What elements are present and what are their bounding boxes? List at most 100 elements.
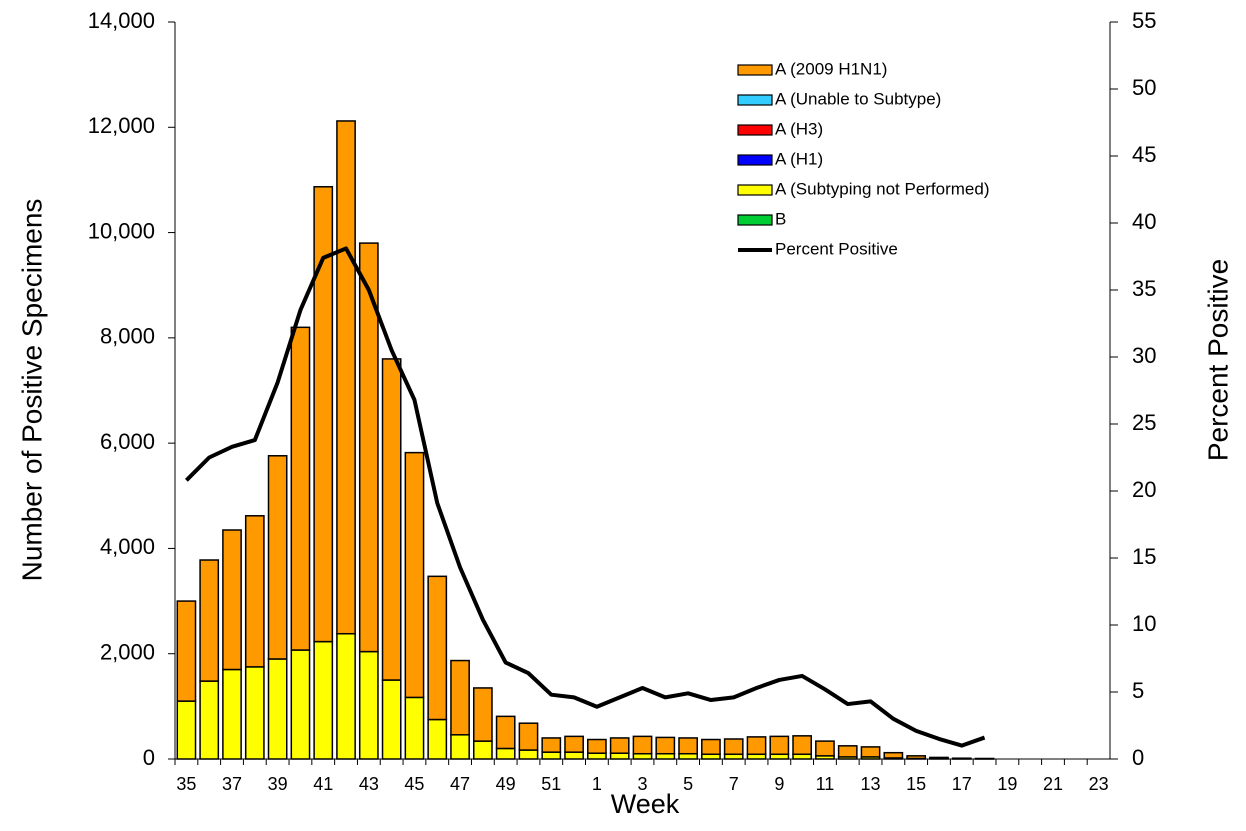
bar-segment	[474, 688, 492, 741]
bar-segment	[656, 754, 674, 759]
legend-swatch	[738, 215, 772, 225]
bar-segment	[542, 752, 560, 759]
bar-segment	[428, 720, 446, 759]
x-tick-label: 11	[816, 774, 835, 794]
legend-swatch	[738, 185, 772, 195]
y2-tick-label: 50	[1132, 75, 1156, 100]
y-tick-label: 12,000	[88, 113, 155, 138]
legend-label: A (Subtyping not Performed)	[775, 179, 990, 198]
y2-tick-label: 55	[1132, 8, 1156, 33]
bar-segment	[337, 121, 355, 634]
bar-segment	[702, 740, 720, 755]
bar-segment	[497, 748, 515, 759]
x-tick-label: 49	[496, 774, 516, 794]
bar-segment	[953, 758, 971, 759]
bar-segment	[770, 736, 788, 754]
bar-segment	[269, 659, 287, 759]
legend-label: B	[775, 209, 786, 228]
bar-segment	[337, 634, 355, 759]
bar-segment	[200, 560, 218, 681]
x-tick-label: 13	[861, 774, 881, 794]
bar-segment	[633, 754, 651, 759]
bar-segment	[633, 736, 651, 753]
bar-segment	[565, 752, 583, 759]
x-tick-label: 47	[450, 774, 470, 794]
y2-axis-title: Percent Positive	[1202, 259, 1233, 461]
legend-label: Percent Positive	[775, 239, 898, 258]
y2-tick-label: 40	[1132, 209, 1156, 234]
y2-tick-label: 25	[1132, 410, 1156, 435]
x-tick-label: 1	[592, 774, 602, 794]
bar-segment	[451, 661, 469, 735]
x-tick-label: 41	[313, 774, 333, 794]
bar-segment	[405, 453, 423, 698]
legend-swatch	[738, 155, 772, 165]
bar-segment	[269, 456, 287, 659]
bar-segment	[679, 754, 697, 759]
legend-label: A (Unable to Subtype)	[775, 89, 941, 108]
bar-segment	[200, 681, 218, 759]
bar-segment	[291, 327, 309, 650]
y-tick-label: 4,000	[100, 534, 155, 559]
y-tick-label: 0	[143, 745, 155, 770]
legend-label: A (H3)	[775, 119, 823, 138]
legend-swatch	[738, 125, 772, 135]
bar-segment	[930, 757, 948, 758]
bar-segment	[519, 750, 537, 759]
bar-segment	[611, 738, 629, 753]
bar-segment	[223, 530, 241, 670]
bar-segment	[611, 753, 629, 759]
x-tick-label: 7	[729, 774, 739, 794]
x-tick-label: 3	[637, 774, 647, 794]
bar-segment	[291, 650, 309, 759]
bar-segment	[246, 516, 264, 667]
x-tick-label: 37	[222, 774, 242, 794]
bar-segment	[861, 747, 879, 757]
x-tick-label: 39	[268, 774, 288, 794]
x-tick-label: 19	[997, 774, 1017, 794]
legend-label: A (H1)	[775, 149, 823, 168]
bar-segment	[246, 667, 264, 759]
bar-segment	[383, 359, 401, 680]
bar-segment	[725, 739, 743, 754]
y-tick-label: 10,000	[88, 218, 155, 243]
y2-tick-label: 15	[1132, 544, 1156, 569]
bar-segment	[177, 601, 195, 701]
x-tick-label: 21	[1043, 774, 1063, 794]
x-tick-label: 35	[176, 774, 196, 794]
bar-segment	[497, 716, 515, 748]
y2-tick-label: 20	[1132, 477, 1156, 502]
bar-segment	[383, 680, 401, 759]
bar-segment	[223, 670, 241, 759]
bar-segment	[679, 738, 697, 754]
bar-segment	[519, 723, 537, 750]
x-tick-label: 9	[774, 774, 784, 794]
x-tick-label: 5	[683, 774, 693, 794]
bar-segment	[360, 652, 378, 759]
bar-segment	[656, 737, 674, 753]
y2-tick-label: 45	[1132, 142, 1156, 167]
y2-tick-label: 35	[1132, 276, 1156, 301]
bar-segment	[747, 737, 765, 754]
bar-segment	[588, 740, 606, 754]
x-tick-label: 15	[906, 774, 926, 794]
y2-tick-label: 5	[1132, 678, 1144, 703]
x-tick-label: 43	[359, 774, 379, 794]
y-tick-label: 8,000	[100, 324, 155, 349]
legend-swatch	[738, 95, 772, 105]
y-tick-label: 6,000	[100, 429, 155, 454]
bar-segment	[542, 738, 560, 752]
x-tick-label: 45	[404, 774, 424, 794]
x-tick-label: 51	[541, 774, 561, 794]
bar-segment	[793, 736, 811, 754]
bar-segment	[816, 741, 834, 756]
bar-segment	[839, 746, 857, 757]
y2-tick-label: 30	[1132, 343, 1156, 368]
bar-segment	[588, 753, 606, 759]
legend-label: A (2009 H1N1)	[775, 59, 887, 78]
legend-swatch	[738, 65, 772, 75]
y2-tick-label: 10	[1132, 611, 1156, 636]
bar-segment	[884, 753, 902, 758]
bar-segment	[177, 701, 195, 759]
